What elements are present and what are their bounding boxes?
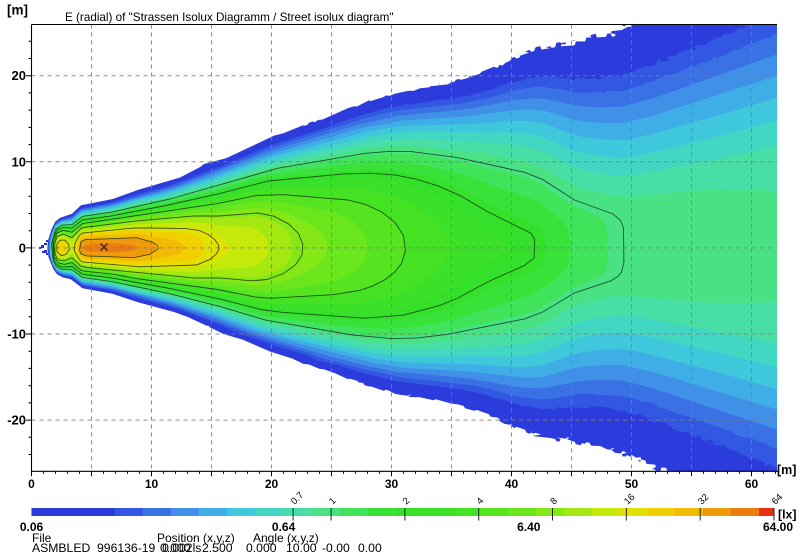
- svg-text:0: 0: [19, 240, 26, 255]
- svg-text:File: File: [32, 531, 52, 545]
- svg-text:-10: -10: [7, 327, 26, 342]
- svg-text:1: 1: [327, 496, 339, 508]
- svg-text:0.000: 0.000: [246, 541, 277, 553]
- svg-text:[m]: [m]: [7, 3, 28, 18]
- svg-text:0.06: 0.06: [20, 520, 44, 534]
- svg-text:Position (x,y,z): Position (x,y,z): [157, 531, 235, 545]
- svg-text:30: 30: [385, 477, 399, 491]
- svg-text:0.64: 0.64: [272, 520, 296, 534]
- svg-text:10.00: 10.00: [286, 541, 317, 553]
- svg-text:E (radial) of "Strassen Isolux: E (radial) of "Strassen Isolux Diagramm …: [65, 11, 394, 24]
- svg-text:-20: -20: [7, 413, 26, 428]
- svg-text:[m]: [m]: [777, 463, 796, 477]
- svg-text:2.500: 2.500: [202, 541, 233, 553]
- svg-text:4: 4: [475, 496, 487, 508]
- svg-text:0.000: 0.000: [160, 541, 191, 553]
- svg-text:20: 20: [265, 477, 279, 491]
- svg-text:60: 60: [745, 477, 759, 491]
- svg-text:10: 10: [145, 477, 159, 491]
- svg-text:0: 0: [28, 477, 35, 491]
- svg-text:0.00: 0.00: [358, 541, 382, 553]
- svg-text:ASMBLED_996136-19_0.002ls: ASMBLED_996136-19_0.002ls: [32, 541, 201, 553]
- svg-text:-0.00: -0.00: [322, 541, 350, 553]
- svg-text:Angle (x,y,z): Angle (x,y,z): [253, 531, 319, 545]
- svg-text:8: 8: [548, 496, 560, 508]
- svg-text:2: 2: [401, 496, 413, 508]
- svg-text:64.00: 64.00: [763, 520, 793, 534]
- svg-text:50: 50: [625, 477, 639, 491]
- svg-text:6.40: 6.40: [517, 520, 541, 534]
- svg-text:10: 10: [12, 154, 26, 169]
- svg-text:[lx]: [lx]: [778, 508, 796, 522]
- svg-text:40: 40: [505, 477, 519, 491]
- svg-text:20: 20: [12, 68, 26, 83]
